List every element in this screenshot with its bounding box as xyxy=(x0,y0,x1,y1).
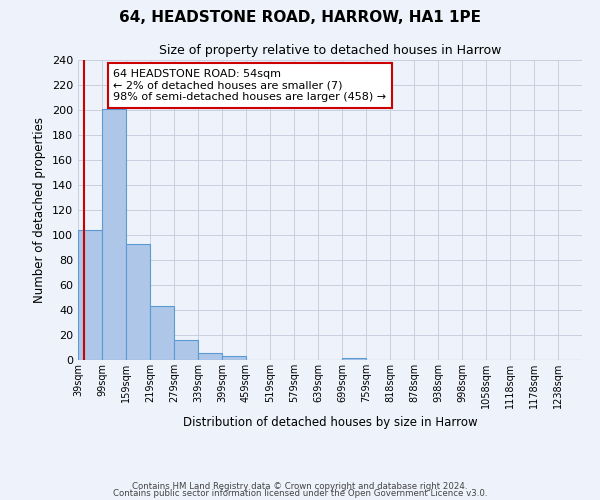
Bar xyxy=(174,340,198,360)
Text: 64 HEADSTONE ROAD: 54sqm
← 2% of detached houses are smaller (7)
98% of semi-det: 64 HEADSTONE ROAD: 54sqm ← 2% of detache… xyxy=(113,69,386,102)
Y-axis label: Number of detached properties: Number of detached properties xyxy=(34,117,46,303)
Bar xyxy=(150,306,174,360)
Bar xyxy=(222,356,246,360)
Bar xyxy=(102,109,126,360)
Text: Contains public sector information licensed under the Open Government Licence v3: Contains public sector information licen… xyxy=(113,490,487,498)
Bar xyxy=(198,352,222,360)
Text: Contains HM Land Registry data © Crown copyright and database right 2024.: Contains HM Land Registry data © Crown c… xyxy=(132,482,468,491)
Title: Size of property relative to detached houses in Harrow: Size of property relative to detached ho… xyxy=(159,44,501,58)
X-axis label: Distribution of detached houses by size in Harrow: Distribution of detached houses by size … xyxy=(182,416,478,430)
Text: 64, HEADSTONE ROAD, HARROW, HA1 1PE: 64, HEADSTONE ROAD, HARROW, HA1 1PE xyxy=(119,10,481,25)
Bar xyxy=(126,244,150,360)
Bar xyxy=(342,358,366,360)
Bar xyxy=(78,230,102,360)
